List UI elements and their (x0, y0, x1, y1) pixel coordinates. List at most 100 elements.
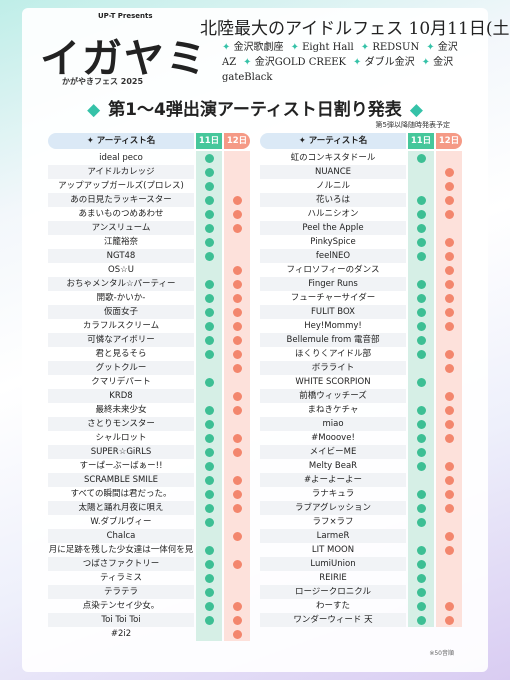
header-cell: 12日 (224, 133, 250, 149)
day12-dot (233, 462, 242, 471)
day12-cell (436, 473, 462, 487)
day12-dot (444, 391, 454, 401)
day11-cell (408, 165, 434, 179)
artist-name: W.ダブルヴィー (90, 517, 152, 527)
day12-cell (436, 193, 462, 207)
day12-cell (224, 291, 250, 305)
artist-name: ほくりくアイドル部 (294, 349, 372, 359)
day11-cell (408, 473, 434, 487)
day12-cell (224, 165, 250, 179)
day11-dot (204, 167, 214, 177)
day11-cell (408, 193, 434, 207)
day12-cell (224, 445, 250, 459)
artist-row: シャルロット (48, 431, 250, 445)
artist-row: アイドルカレッジ (48, 165, 250, 179)
artist-row: ノルニル (260, 179, 462, 193)
venue: REDSUN (361, 42, 419, 53)
day11-dot (204, 615, 214, 625)
artist-row: NUANCE (260, 165, 462, 179)
artist-name: Finger Runs (260, 277, 406, 291)
day12-cell (224, 333, 250, 347)
day11-dot (204, 517, 214, 527)
artist-row: メイビーME (260, 445, 462, 459)
artist-row: W.ダブルヴィー (48, 515, 250, 529)
day11-cell (196, 179, 222, 193)
day12-cell (436, 319, 462, 333)
footnote: ※50音順 (429, 650, 454, 657)
day11-dot (204, 419, 214, 429)
day12-dot (232, 209, 242, 219)
day12-dot (445, 448, 454, 457)
artist-row: ボラライト (260, 361, 462, 375)
day11-dot (204, 251, 214, 261)
logo-sub: かがやきフェス 2025 (62, 77, 144, 86)
artist-row: 月に足跡を残した少女達は一体何を見たのか... (48, 543, 250, 557)
table-header: ✦ アーティスト名 11日 12日 (48, 133, 250, 149)
day11-cell (408, 515, 434, 529)
day11-cell (408, 585, 434, 599)
artist-name: 江籠裕奈 (103, 237, 138, 247)
day11-cell (408, 529, 434, 543)
day12-dot (232, 335, 242, 345)
day12-cell (224, 515, 250, 529)
day12-dot (232, 223, 242, 233)
day12-cell (224, 235, 250, 249)
day12-cell (436, 361, 462, 375)
artist-name: ノルニル (315, 181, 350, 191)
day12-cell (436, 263, 462, 277)
day11-cell (196, 333, 222, 347)
day11-dot (204, 335, 214, 345)
day12-dot (444, 307, 454, 317)
day11-dot (204, 545, 214, 555)
venue: 金沢GOLD CREEK (243, 57, 346, 68)
day11-cell (408, 613, 434, 627)
day12-dot (444, 475, 454, 485)
day12-cell (224, 501, 250, 515)
artist-row: LIT MOON (260, 543, 462, 557)
day11-dot (416, 433, 426, 443)
artist-name: 虹のコンキスタドール (290, 153, 376, 163)
day11-dot (416, 545, 426, 555)
day12-cell (224, 375, 250, 389)
day12-dot (232, 363, 242, 373)
day11-cell (196, 445, 222, 459)
day12-dot (232, 265, 242, 275)
artist-row: NGT48 (48, 249, 250, 263)
day12-dot (445, 378, 454, 387)
day11-dot (204, 307, 214, 317)
artist-name: #2i2 (110, 629, 132, 639)
artist-row: わーすた (260, 599, 462, 613)
day12-dot (444, 251, 454, 261)
artist-row: カラフルスクリーム (48, 319, 250, 333)
day12-dot (444, 321, 454, 331)
artist-name: WHITE SCORPION (295, 377, 371, 387)
artist-row: PinkySpice (260, 235, 462, 249)
day11-cell (408, 333, 434, 347)
day12-dot (232, 503, 242, 513)
day12-cell (436, 333, 462, 347)
artist-name: アイドルカレッジ (48, 165, 194, 179)
artist-name: アップアップガールズ(プロレス) (58, 181, 184, 191)
day11-dot (204, 153, 214, 163)
day12-dot (232, 405, 242, 415)
artist-name: 太陽と踊れ月夜に唄え (48, 501, 194, 515)
day11-cell (196, 277, 222, 291)
artist-row: #Mooove! (260, 431, 462, 445)
day11-cell (196, 151, 222, 165)
day11-dot (204, 587, 214, 597)
day11-cell (408, 277, 434, 291)
day11-dot (416, 559, 426, 569)
artist-name: Peel the Apple (260, 221, 406, 235)
day11-cell (196, 585, 222, 599)
artist-name: 花いろは (260, 193, 406, 207)
day12-dot (232, 475, 242, 485)
day12-dot (445, 154, 454, 163)
artist-name: 最終未来少女 (95, 405, 147, 415)
day12-dot (232, 629, 242, 639)
day11-dot (416, 377, 426, 387)
day12-dot (444, 181, 454, 191)
artist-name: PinkySpice (310, 237, 356, 247)
day12-cell (224, 403, 250, 417)
day11-cell (196, 515, 222, 529)
day11-dot (204, 209, 214, 219)
